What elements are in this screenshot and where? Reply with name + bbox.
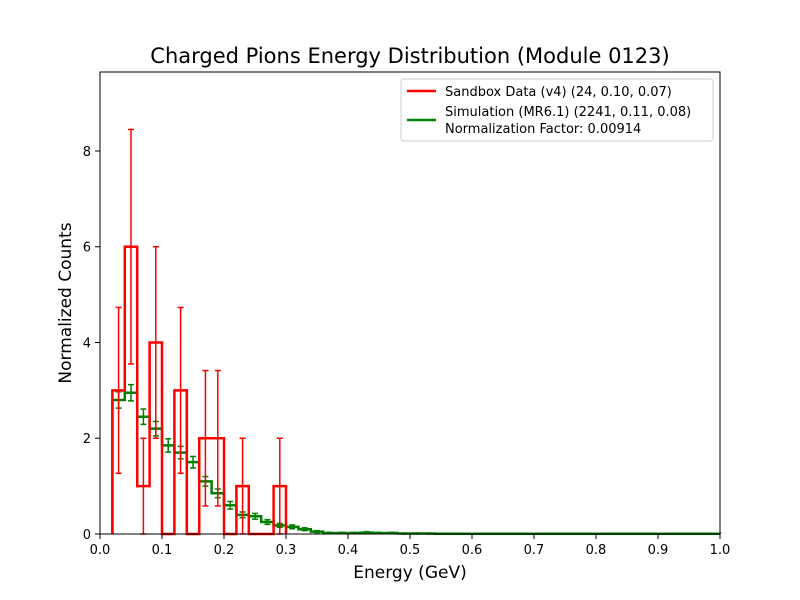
x-tick-label: 0.6 [462,543,483,558]
x-tick-label: 0.1 [152,543,173,558]
sandbox-data-error-bar-7 [202,369,209,507]
x-axis-ticks: 0.0 0.1 0.2 0.3 0.4 0.5 0.6 0.7 0.8 0.9 1.0 [90,534,731,558]
y-tick-label: 6 [83,241,91,256]
x-tick-label: 0.5 [400,543,421,558]
sandbox-data-error-bar-5 [177,306,184,475]
y-tick-label: 0 [83,528,91,543]
y-tick-label: 4 [83,336,91,351]
chart-title: Charged Pions Energy Distribution (Modul… [150,44,669,68]
y-axis-label: Normalized Counts [56,222,76,383]
x-tick-label: 0.0 [90,543,111,558]
x-axis-label: Energy (GeV) [353,563,466,583]
y-tick-label: 8 [83,145,91,160]
x-tick-label: 0.8 [586,543,607,558]
legend-label-sandbox-data: Sandbox Data (v4) (24, 0.10, 0.07) [445,85,672,100]
simulation-error-bar-15 [301,527,308,532]
simulation-error-bar-4 [165,437,172,453]
simulation-error-bar-16 [314,529,320,534]
x-tick-label: 1.0 [710,543,731,558]
simulation-error-bar-11 [252,512,258,520]
simulation-error-bar-12 [264,518,271,526]
legend: Sandbox Data (v4) (24, 0.10, 0.07) Simul… [400,78,714,142]
sandbox-data-error-bar-3 [152,245,159,439]
x-tick-label: 0.3 [276,543,297,558]
simulation-error-bar-6 [190,455,196,469]
y-tick-label: 2 [83,432,91,447]
x-tick-label: 0.2 [214,543,235,558]
y-axis-ticks: 0 2 4 6 8 [83,145,100,543]
simulation-error-bar-9 [227,500,234,510]
legend-box [400,78,714,142]
sandbox-data-error-bar-1 [128,128,134,365]
sandbox-data-error-bar-8 [214,369,221,507]
legend-normalization-note: Normalization Factor: 0.00914 [445,122,641,137]
sandbox-data-error-bar-0 [115,306,122,475]
x-tick-label: 0.9 [648,543,669,558]
simulation-error-bar-2 [140,408,147,426]
x-tick-label: 0.7 [524,543,545,558]
simulation-error-bar-14 [289,524,296,530]
x-tick-label: 0.4 [338,543,359,558]
simulation-error-bar-1 [128,383,134,402]
legend-label-simulation: Simulation (MR6.1) (2241, 0.11, 0.08) [445,105,691,120]
